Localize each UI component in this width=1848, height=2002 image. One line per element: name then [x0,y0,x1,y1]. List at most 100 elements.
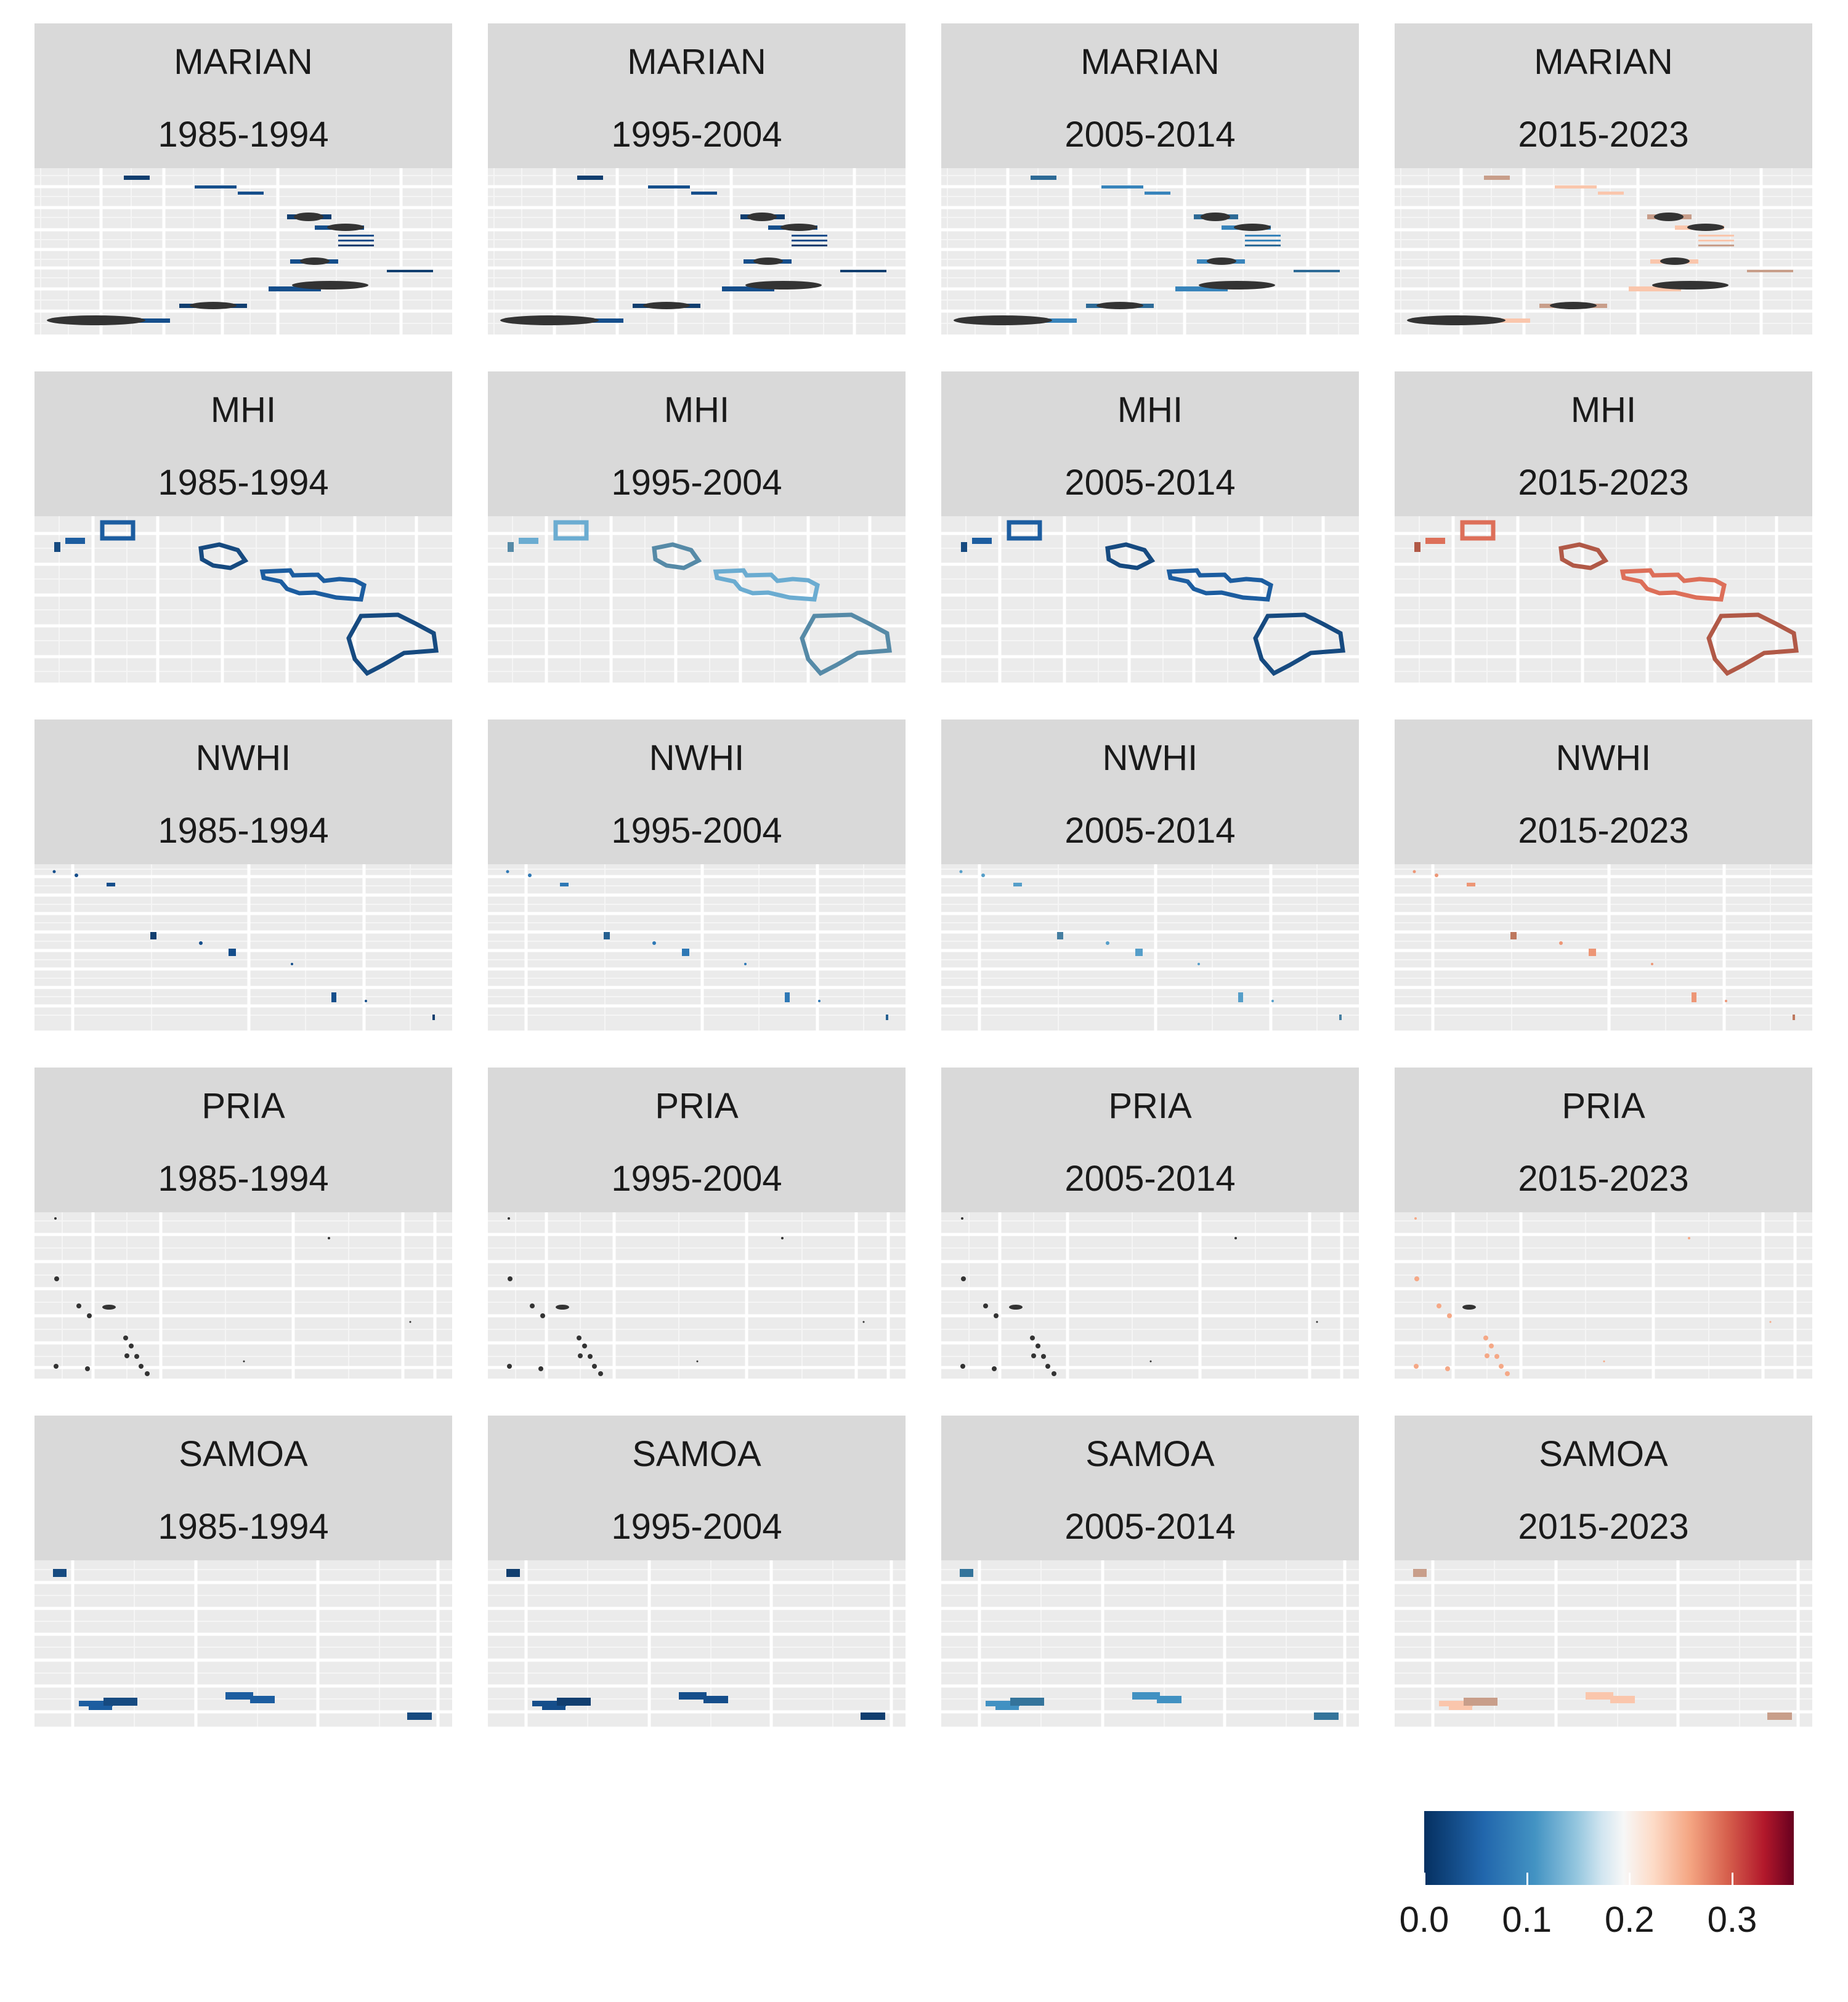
facet-map-svg [34,516,452,683]
island-mark [577,1335,582,1340]
facet-map-svg [488,864,906,1031]
facet-plot-area [1395,516,1812,683]
facet-strip: PRIA 2015-2023 [1395,1068,1812,1212]
island-mark [1652,281,1728,290]
facet-region-label: PRIA [1562,1086,1645,1126]
facet-map-svg [488,168,906,334]
facet-plot-area [34,864,452,1031]
island-mark [1464,1698,1497,1706]
facet-panel-pria-2015-2023: PRIA 2015-2023 [1395,1068,1812,1379]
island-mark [553,520,589,541]
island-mark [747,213,777,221]
island-mark [1558,542,1609,570]
island-mark [1660,257,1690,265]
facet-plot-area [941,1212,1359,1379]
facet-plot-area [941,864,1359,1031]
facet-plot-area [1395,1560,1812,1727]
facet-panel-mhi-1985-1994: MHI 1985-1994 [34,371,452,683]
island-mark [331,992,336,1002]
island-mark [1425,538,1445,544]
facet-plot-area [488,864,906,1031]
island-mark [1135,949,1143,956]
island-mark [538,1366,543,1371]
facet-strip: MARIAN 1985-1994 [34,23,452,168]
island-mark [1149,1360,1152,1363]
island-mark [722,286,774,291]
island-mark [1698,245,1734,246]
island-mark [1485,1353,1489,1358]
facet-period-label: 1985-1994 [158,115,329,155]
island-mark [530,1303,535,1308]
island-mark [190,302,237,309]
facet-map-svg [1395,864,1812,1031]
legend-tick-label: 0.3 [1707,1900,1757,1940]
island-mark [243,1360,245,1363]
facet-panel-pria-1985-1994: PRIA 1985-1994 [34,1068,452,1379]
island-mark [781,1237,784,1239]
facet-region-label: MHI [210,390,277,430]
island-mark [1460,520,1496,541]
island-mark [145,1371,150,1376]
island-mark [753,257,783,265]
island-mark [54,1276,59,1281]
facet-period-label: 1995-2004 [611,1159,782,1199]
facet-period-label: 2005-2014 [1064,1507,1236,1547]
island-mark [1030,1335,1035,1340]
island-mark [582,1343,587,1348]
island-mark [744,963,747,965]
island-mark [703,1696,728,1703]
island-mark [648,185,690,188]
island-mark [54,1364,59,1369]
facet-strip: MHI 1995-2004 [488,371,906,516]
island-mark [507,1364,512,1369]
island-mark [961,1276,966,1281]
island-mark [53,1569,67,1577]
island-mark [578,1353,583,1358]
facet-region-label: SAMOA [1085,1434,1215,1474]
island-mark [1035,1343,1040,1348]
island-mark [85,1366,90,1371]
facet-region-label: SAMOA [632,1434,761,1474]
island-mark [1462,1305,1476,1310]
island-mark [338,245,374,246]
island-mark [508,1217,510,1220]
island-mark [346,612,439,676]
facet-map-svg [941,168,1359,334]
island-mark [792,235,827,237]
island-mark [238,192,264,195]
island-mark [1157,1696,1181,1703]
facet-region-label: MARIAN [174,42,313,82]
island-mark [1010,1698,1044,1706]
facet-map-svg [34,1212,452,1379]
island-mark [1499,1364,1504,1369]
legend-tick [1526,1873,1528,1885]
facet-strip: PRIA 1995-2004 [488,1068,906,1212]
island-mark [1031,176,1056,180]
facet-map-svg [488,516,906,683]
facet-region-label: MHI [1117,390,1183,430]
island-mark [1101,185,1143,188]
facet-period-label: 2015-2023 [1518,811,1689,851]
facet-map-svg [488,1212,906,1379]
facet-map-svg [488,1560,906,1727]
island-mark [542,1704,565,1710]
island-mark [129,1343,134,1348]
island-mark [1201,213,1230,221]
facet-panel-nwhi-1995-2004: NWHI 1995-2004 [488,719,906,1031]
legend-tick-label: 0.2 [1605,1900,1655,1940]
facet-strip: NWHI 1985-1994 [34,719,452,864]
island-mark [508,1276,513,1281]
facet-map-svg [941,1212,1359,1379]
island-mark [65,538,85,544]
island-mark [981,873,985,877]
island-mark [365,1000,367,1002]
facet-period-label: 2005-2014 [1064,1159,1236,1199]
island-mark [960,1569,973,1577]
island-mark [1555,185,1597,188]
island-mark [691,192,717,195]
island-mark [1550,302,1597,309]
island-mark [107,883,115,886]
island-mark [338,240,374,241]
facet-plot-area [941,516,1359,683]
facet-period-label: 1995-2004 [611,115,782,155]
